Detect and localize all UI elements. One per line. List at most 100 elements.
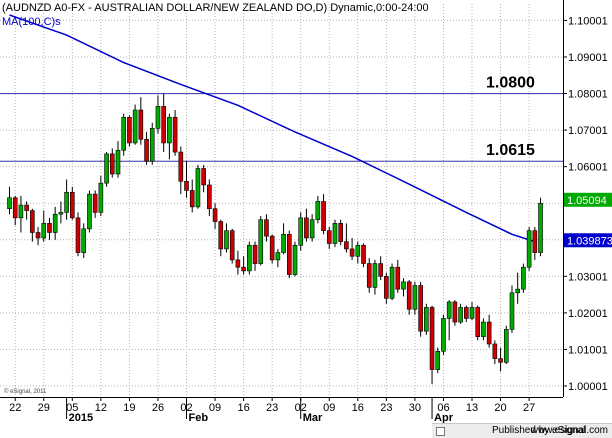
candle-body [155,106,161,129]
candle [395,259,401,293]
y-tick-label: 1.07001 [568,125,608,137]
candle-body [224,230,229,250]
candle [178,146,184,195]
candle [224,223,229,253]
candle-body [104,153,109,184]
candle-body [372,263,378,288]
candle [87,190,92,233]
candle [98,175,104,217]
horizontal-levels: 1.0615 1.0800 [0,75,563,162]
candle [366,258,372,293]
candle [361,243,366,268]
y-tick-label: 1.01001 [568,344,608,356]
candle [344,223,349,253]
candle-body [241,266,246,272]
candle [138,97,144,145]
chart-title: (AUDNZD A0-FX - AUSTRALIAN DOLLAR/NEW ZE… [2,2,429,14]
candle [463,305,469,323]
candle [212,203,218,229]
candle-body [109,153,115,175]
candle [475,305,481,341]
candle [503,325,509,365]
x-tick-label: 06 [437,402,449,414]
candle-body [384,276,389,299]
x-tick-label: 23 [266,402,278,414]
candle-body [486,321,492,345]
candle [292,241,298,277]
candle-body [149,127,155,162]
candle [109,148,115,178]
x-tick-label: 16 [237,402,249,414]
candle [406,280,412,315]
candle [441,314,446,355]
candle [309,214,315,242]
candle-body [132,109,138,144]
candle-body [47,223,52,233]
candle [458,303,463,324]
x-tick-label: 22 [9,402,21,414]
candle [104,152,109,187]
candle-body [264,219,269,237]
candle-body [503,329,509,363]
candle [235,250,241,275]
date-axis: 22 29 05 12 19 26 02 09 16 23 02 09 16 23 30 06 13 20 2720… [0,397,563,424]
price-axis: 1.000011.010011.020011.030011.0509401.06… [563,0,612,397]
candle-body [355,244,361,257]
candle [269,234,275,264]
level-label: 1.0800 [486,75,535,92]
candle-body [138,109,144,140]
candle-body [98,182,104,213]
candle [201,164,206,193]
x-tick-label: 30 [409,402,421,414]
candle [338,219,343,246]
last-price-label: 1.05094 [567,195,607,207]
candle-body [92,193,98,213]
candle [452,300,458,326]
candle-body [298,217,304,246]
candle-body [121,117,126,151]
candle [70,186,75,220]
candle-body [315,201,321,220]
candle-body [509,292,515,330]
grid-lines [0,4,563,397]
candle [429,305,435,385]
candle [75,212,81,257]
candle [372,259,378,295]
y-tick-label: 1.06001 [568,162,608,174]
candle-body [526,230,532,268]
candle-body [332,223,338,244]
candle [389,263,395,301]
y-tick-label: 1.09001 [568,52,608,64]
x-tick-label: 16 [352,402,364,414]
candle [264,214,269,242]
candle [275,248,281,268]
watermark: © eSignal, 2011 [4,388,47,395]
site-link[interactable]: www.esignal.com [530,425,608,436]
candle [81,223,87,259]
x-tick-label: 09 [323,402,335,414]
candle-body [286,234,292,275]
candle-body [281,234,286,253]
candle [418,281,423,337]
ma-line [9,14,536,243]
candle [412,281,418,315]
candle-body [344,241,349,250]
candle [47,217,52,240]
candle-body [41,223,47,239]
candle-body [515,288,520,294]
candle-body [326,230,332,244]
candle-body [218,221,224,250]
candle-body [75,217,81,253]
candle-body [189,190,195,208]
candle-body [406,281,412,310]
candle-body [481,321,486,337]
candle-body [366,263,372,288]
candle [321,194,326,235]
ma-value-label: 1.039873 [567,235,612,247]
ma-indicator-label: MA(100,C)s [2,16,61,28]
candle [189,179,195,213]
candle [332,219,338,248]
candle [498,347,503,372]
checkbox-icon[interactable] [436,427,445,436]
x-tick-label: 13 [466,402,478,414]
